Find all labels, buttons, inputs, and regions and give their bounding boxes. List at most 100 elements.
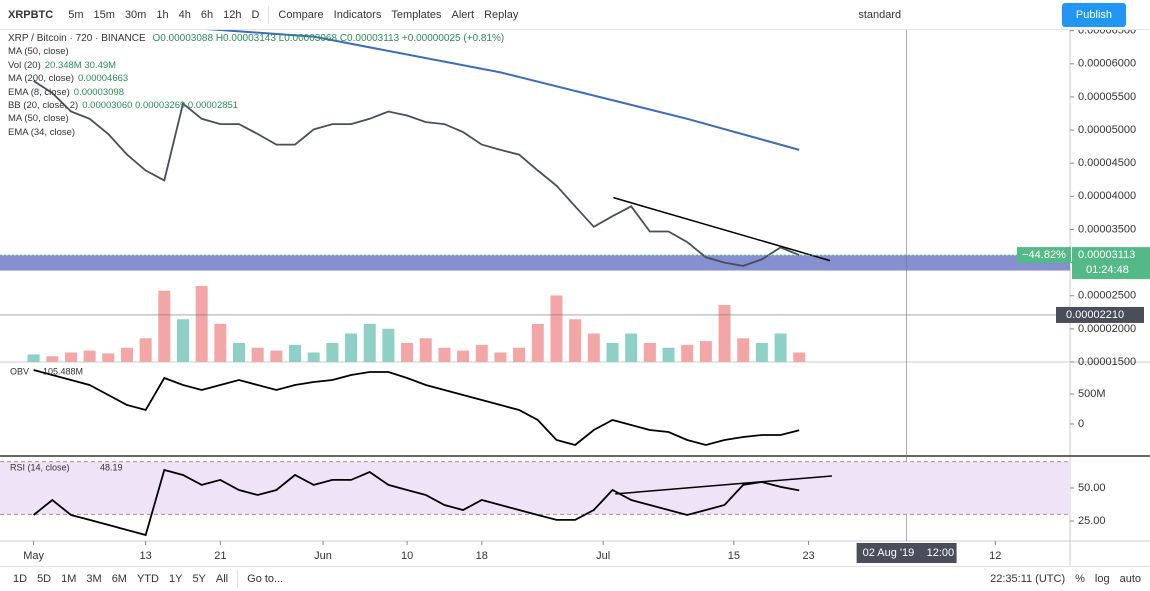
- date-ranges: 1D 5D 1M 3M 6M YTD 1Y 5Y All: [0, 573, 233, 585]
- y-tick-label: 0.00004500: [1078, 157, 1136, 169]
- volume-bar: [307, 352, 320, 362]
- symbol[interactable]: XRPBTC: [8, 8, 54, 21]
- date-range[interactable]: 5D: [37, 573, 52, 585]
- indicator-row: MA (50, close): [8, 112, 504, 125]
- y-tick-label: 500M: [1078, 388, 1106, 400]
- volume-bar: [438, 347, 451, 362]
- indicator-row: Vol (20) 20.348M 30.49M: [8, 59, 504, 72]
- series-line: [33, 80, 800, 267]
- x-tick-label: 10: [401, 550, 413, 562]
- crosshair-x-box: [856, 543, 957, 563]
- interval[interactable]: D: [251, 8, 260, 21]
- price-change: −44.82%: [1022, 249, 1066, 261]
- x-tick-label: 21: [214, 550, 226, 562]
- trendline: [613, 196, 831, 262]
- volume-bar: [457, 350, 470, 362]
- indicator-values: 0.00003098: [73, 86, 124, 98]
- indicator-name[interactable]: BB (20, close, 2): [8, 100, 79, 112]
- series-line: [206, 30, 800, 151]
- scale-option[interactable]: auto: [1119, 573, 1141, 585]
- indicator-name[interactable]: MA (50, close): [8, 46, 69, 58]
- volume-bar: [606, 343, 619, 362]
- interval[interactable]: 5m: [68, 8, 84, 21]
- x-tick-label: Jul: [596, 550, 610, 562]
- volume-bar: [102, 353, 115, 362]
- toolbar-button[interactable]: Replay: [484, 8, 519, 21]
- x-tick-label: 13: [140, 550, 152, 562]
- volume-bar: [345, 333, 358, 362]
- change-box: [1017, 247, 1071, 264]
- interval[interactable]: 6h: [200, 8, 214, 21]
- volume-bar: [158, 290, 171, 362]
- pane: [33, 369, 800, 446]
- date-range[interactable]: 1Y: [168, 573, 183, 585]
- date-range[interactable]: 5Y: [192, 573, 206, 585]
- scale-options: % log auto: [1070, 573, 1150, 585]
- volume-bar: [419, 338, 432, 362]
- x-tick-label: Jun: [314, 550, 332, 562]
- crosshair-y-box: [1056, 306, 1144, 323]
- indicator-values: 20.348M 30.49M: [44, 59, 117, 71]
- crosshair-x-label: 02 Aug '19: [863, 547, 915, 559]
- interval[interactable]: 30m: [124, 8, 147, 21]
- volume-bar: [233, 343, 246, 362]
- date-range[interactable]: All: [215, 573, 229, 585]
- indicator-row: BB (20, close, 2) 0.00003060 0.00003269 0…: [8, 99, 504, 112]
- indicator-name[interactable]: MA (50, close): [8, 113, 69, 125]
- separator: [237, 570, 239, 588]
- volume-bar: [550, 295, 563, 362]
- separator: [268, 5, 270, 24]
- toolbar-button[interactable]: Alert: [451, 8, 475, 21]
- pane-value: 48.19: [100, 462, 123, 472]
- pane: [0, 461, 1070, 537]
- pane-title: OBV: [10, 366, 29, 376]
- crosshair-x-time: 12:00: [927, 547, 955, 559]
- volume-bar: [513, 347, 526, 362]
- scale-option[interactable]: log: [1094, 573, 1110, 585]
- volume-bar: [531, 324, 544, 362]
- interval[interactable]: 1h: [156, 8, 169, 21]
- volume-bar: [289, 344, 302, 362]
- toolbar-button[interactable]: Indicators: [333, 8, 382, 21]
- date-range[interactable]: YTD: [136, 573, 159, 585]
- interval[interactable]: 15m: [93, 8, 115, 21]
- volume-bar: [643, 343, 656, 362]
- rsi-band: [0, 461, 1070, 515]
- date-range[interactable]: 1D: [13, 573, 28, 585]
- volume-bar: [251, 347, 264, 362]
- clock: 22:35:11 (UTC): [990, 573, 1066, 585]
- volume-bar: [718, 305, 731, 362]
- toolbar-button[interactable]: Compare: [278, 8, 324, 21]
- indicator-name[interactable]: EMA (34, close): [8, 126, 76, 138]
- legend-title-row: XRP / Bitcoin · 720 · BINANCE O0.0000308…: [8, 32, 504, 45]
- volume-bar: [755, 343, 768, 362]
- x-tick-label: 23: [802, 550, 814, 562]
- legend: XRP / Bitcoin · 720 · BINANCE O0.0000308…: [8, 32, 504, 139]
- goto[interactable]: Go to...: [247, 573, 284, 585]
- toolbar-button[interactable]: Templates: [391, 8, 442, 21]
- indicator-name[interactable]: EMA (8, close): [8, 86, 70, 98]
- volume-bar: [363, 324, 376, 362]
- indicator-name[interactable]: MA (200, close): [8, 73, 74, 85]
- volume-bar: [681, 344, 694, 362]
- indicator-row: MA (50, close): [8, 45, 504, 58]
- date-range[interactable]: 6M: [111, 573, 127, 585]
- y-tick-label: 0.00002000: [1078, 323, 1136, 335]
- date-range[interactable]: 1M: [61, 573, 77, 585]
- pane-value: -105.488M: [40, 366, 83, 376]
- publish-button[interactable]: Publish: [1061, 2, 1126, 27]
- volume-bar: [326, 343, 339, 362]
- volume-bar: [270, 350, 283, 362]
- indicator-values: 0.00004663: [78, 73, 129, 85]
- indicator-name[interactable]: Vol (20): [8, 59, 41, 71]
- interval[interactable]: 4h: [178, 8, 191, 21]
- y-tick-label: 0.00001500: [1078, 356, 1136, 368]
- interval[interactable]: 12h: [223, 8, 242, 21]
- volume-bar: [569, 319, 582, 362]
- date-range[interactable]: 3M: [86, 573, 102, 585]
- countdown: 01:24:48: [1086, 264, 1129, 276]
- layout-name[interactable]: standard: [858, 8, 902, 21]
- scale-option[interactable]: %: [1075, 573, 1085, 585]
- series-line: [33, 468, 800, 537]
- volume-bar: [699, 341, 712, 362]
